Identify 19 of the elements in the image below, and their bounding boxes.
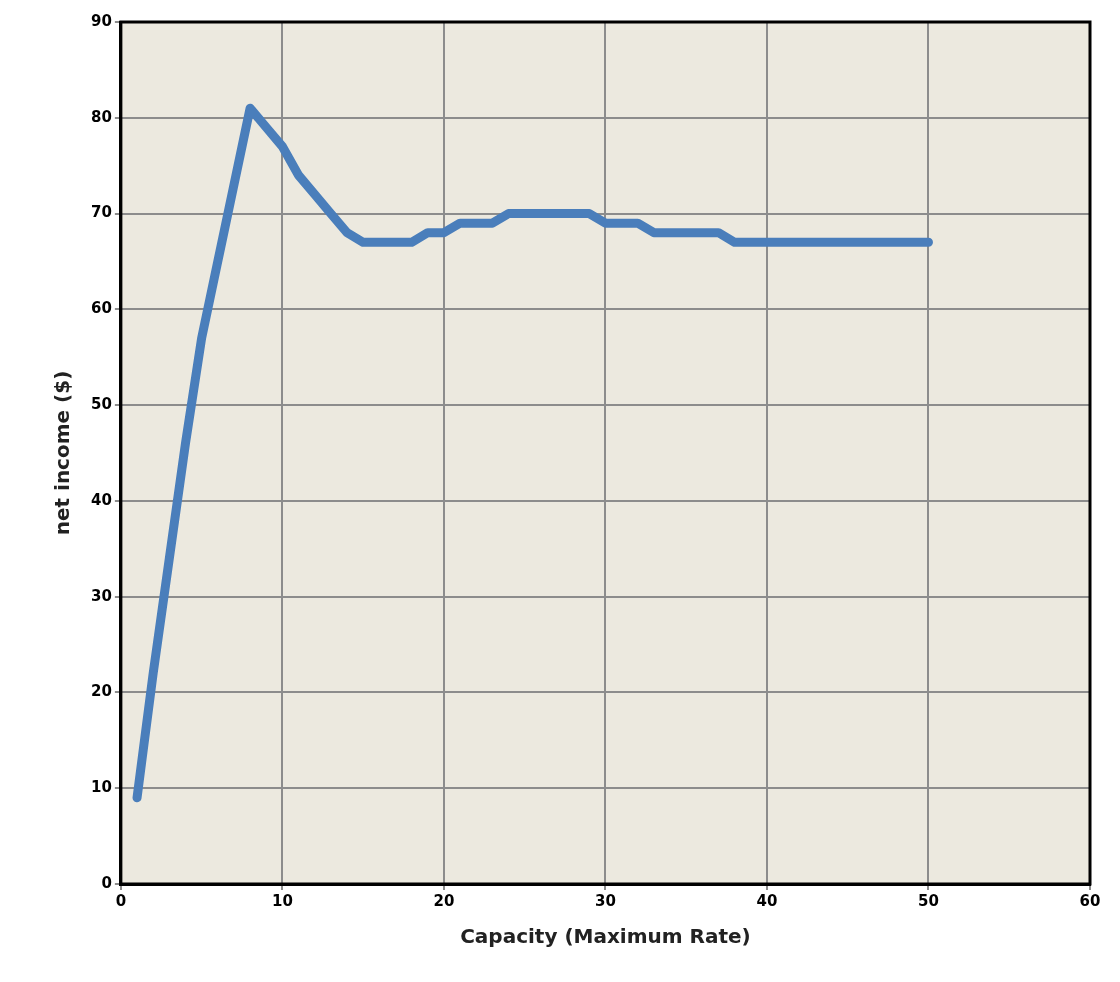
x-tick-label: 50 [918, 891, 939, 910]
x-axis-title: Capacity (Maximum Rate) [460, 924, 751, 949]
x-tick-label: 10 [271, 891, 293, 910]
y-tick-label: 0 [101, 873, 112, 892]
x-tick-label: 60 [1079, 891, 1101, 910]
x-tick-label: 30 [595, 891, 616, 910]
y-tick-label: 30 [91, 586, 112, 605]
y-tick-label: 10 [91, 778, 112, 797]
y-axis-title: net income ($) [50, 370, 75, 536]
y-tick-label: 90 [91, 11, 112, 30]
x-tick-label: 40 [756, 891, 778, 910]
y-tick-label: 60 [91, 299, 112, 318]
y-tick-label: 50 [91, 395, 112, 413]
y-tick-label: 40 [91, 490, 112, 509]
x-tick-label: 20 [433, 891, 455, 910]
y-tick-label: 70 [91, 203, 112, 222]
y-tick-label: 20 [91, 682, 112, 701]
x-tick-label: 0 [115, 891, 127, 910]
y-tick-label: 80 [91, 107, 112, 126]
